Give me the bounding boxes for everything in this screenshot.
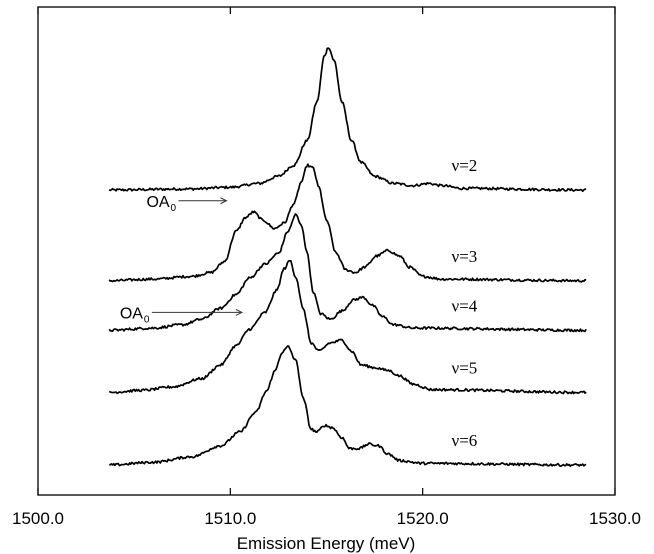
x-tick-label: 1500.0 (12, 509, 64, 528)
series-group (108, 47, 587, 468)
x-axis-ticks (37, 7, 616, 495)
x-axis-title: Emission Energy (meV) (237, 534, 416, 553)
annotation-arrow-head (220, 197, 228, 205)
annotation-subscript: 0 (144, 314, 150, 325)
series-line-2 (108, 163, 587, 283)
series-label: ν=4 (452, 296, 478, 315)
series-label: ν=2 (452, 156, 478, 175)
series-label: ν=3 (452, 247, 478, 266)
annotation-label: OA (120, 305, 143, 322)
series-line-4 (108, 259, 587, 395)
annotation-label: OA (146, 194, 169, 211)
series-label: ν=6 (452, 431, 478, 450)
x-axis-tick-labels: 1500.0 1510.0 1520.0 1530.0 (12, 509, 641, 528)
x-tick-label: 1520.0 (397, 509, 449, 528)
series-line-3 (108, 213, 587, 333)
x-tick-label: 1510.0 (204, 509, 256, 528)
annotation-oa0: OA 0 (146, 194, 228, 214)
series-line-5 (108, 345, 587, 468)
annotation-oa0: OA 0 (120, 305, 243, 325)
x-tick-label: 1530.0 (589, 509, 641, 528)
annotations: OA 0OA 0 (120, 194, 243, 325)
series-line-1 (108, 47, 587, 193)
series-labels: ν=2 ν=3 ν=4 ν=5 ν=6 (452, 156, 478, 450)
annotation-subscript: 0 (170, 203, 176, 214)
plot-frame (37, 6, 616, 496)
series-label: ν=5 (452, 358, 478, 377)
annotation-arrow-head (235, 308, 243, 316)
